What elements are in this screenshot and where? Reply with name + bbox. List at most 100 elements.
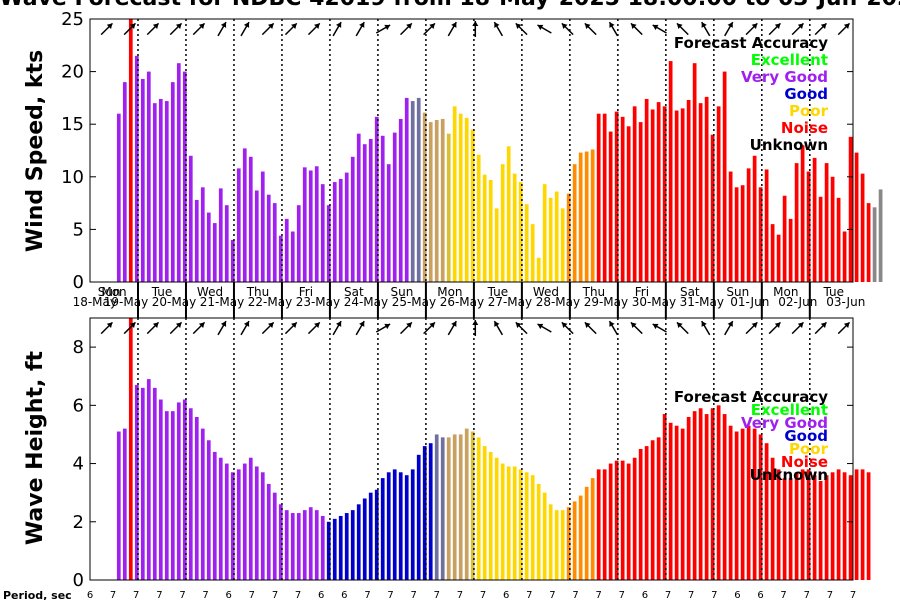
- arrow-icon: [472, 320, 479, 336]
- bar: [572, 501, 577, 580]
- bar: [746, 168, 751, 282]
- period-axis-label: Period, sec: [3, 589, 72, 600]
- bar: [470, 431, 475, 580]
- bar: [818, 196, 823, 282]
- date-label: 18-May: [73, 295, 117, 309]
- bar: [188, 408, 193, 580]
- bar: [392, 132, 397, 282]
- arrow-icon: [561, 22, 574, 36]
- bar: [794, 472, 799, 580]
- legend-item: Noise: [781, 453, 828, 471]
- bar: [818, 481, 823, 580]
- bar: [182, 71, 187, 282]
- bar: [758, 434, 763, 580]
- arrow-icon: [630, 22, 643, 36]
- bar: [362, 144, 367, 282]
- date-label: 27-May: [488, 295, 532, 309]
- bar: [158, 399, 163, 580]
- arrow-icon: [472, 21, 479, 37]
- arrow-icon: [307, 321, 321, 335]
- plot-frame: [89, 317, 854, 581]
- day-label: Sat: [344, 285, 364, 299]
- wind-y-axis-label: Wind Speed, kts: [23, 50, 48, 252]
- day-label: Sun: [726, 285, 749, 299]
- bar: [254, 190, 259, 282]
- bar: [398, 118, 403, 282]
- bar: [740, 428, 745, 580]
- day-label: Wed: [533, 285, 559, 299]
- legend-item: Poor: [789, 440, 829, 458]
- bar: [860, 173, 865, 282]
- period-value: 7: [688, 590, 694, 600]
- bar: [554, 510, 559, 580]
- bar: [236, 168, 241, 282]
- bar: [362, 498, 367, 580]
- bar: [560, 510, 565, 580]
- bar: [224, 205, 229, 282]
- bar: [278, 235, 283, 282]
- bar: [644, 98, 649, 282]
- y-tick-label: 6: [73, 395, 84, 416]
- bar: [464, 117, 469, 282]
- bar: [170, 411, 175, 580]
- y-tick-label: 0: [73, 570, 84, 591]
- bar: [536, 257, 541, 282]
- bar: [308, 170, 313, 282]
- bar: [344, 172, 349, 282]
- bar: [314, 166, 319, 282]
- bar: [848, 136, 853, 282]
- bar: [470, 129, 475, 282]
- period-value: 6: [757, 590, 763, 600]
- period-value: 7: [156, 590, 162, 600]
- bar: [452, 106, 457, 282]
- bar: [872, 207, 877, 282]
- bar: [638, 122, 643, 282]
- bar: [212, 223, 217, 282]
- arrow-icon: [724, 320, 734, 336]
- day-label: Mon: [101, 285, 126, 299]
- bar: [380, 478, 385, 580]
- arrow-icon: [584, 321, 597, 335]
- bar: [428, 443, 433, 580]
- bar: [644, 446, 649, 580]
- bar: [128, 19, 133, 282]
- period-value: 7: [480, 590, 486, 600]
- period-value: 6: [642, 590, 648, 600]
- bar: [698, 103, 703, 282]
- bar: [320, 184, 325, 282]
- bar: [602, 113, 607, 283]
- arrow-icon: [332, 320, 342, 336]
- bar: [386, 164, 391, 282]
- bar: [674, 425, 679, 580]
- period-value: 7: [804, 590, 810, 600]
- arrow-icon: [768, 321, 781, 335]
- bar: [764, 443, 769, 580]
- date-label: 03-Jun: [826, 295, 865, 309]
- arrow-icon: [217, 21, 227, 37]
- bar: [218, 457, 223, 580]
- bar: [302, 167, 307, 282]
- bar: [368, 138, 373, 282]
- bar: [284, 218, 289, 282]
- arrow-icon: [123, 321, 136, 335]
- arrow-icon: [307, 22, 321, 36]
- bar: [710, 408, 715, 580]
- bar: [590, 149, 595, 282]
- bar: [290, 513, 295, 580]
- bar: [758, 187, 763, 282]
- bar: [284, 510, 289, 580]
- bar: [476, 154, 481, 282]
- period-value: 7: [827, 590, 833, 600]
- bar: [614, 111, 619, 282]
- bar: [746, 425, 751, 580]
- bar: [620, 116, 625, 282]
- arrow-icon: [423, 22, 436, 36]
- wave-y-axis-label: Wave Height, ft: [23, 350, 48, 545]
- bar: [578, 495, 583, 580]
- bar: [734, 431, 739, 580]
- y-tick-label: 2: [73, 512, 84, 533]
- period-value: 7: [133, 590, 139, 600]
- bar: [374, 489, 379, 580]
- bar: [800, 145, 805, 282]
